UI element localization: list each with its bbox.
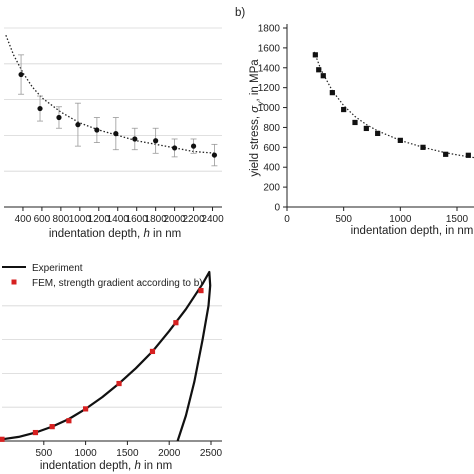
data-point <box>113 131 119 137</box>
y-axis-label-unit: , in MPa <box>249 59 261 102</box>
y-tick-label: 0 <box>274 203 280 214</box>
fem-data-point <box>198 287 204 294</box>
fit-curve <box>313 51 474 159</box>
x-axis-label-unit: in nm <box>442 225 473 237</box>
panel-label: b) <box>235 7 245 19</box>
data-point <box>132 136 138 142</box>
fem-data-point <box>83 406 89 412</box>
y-tick-label: 1000 <box>258 103 281 114</box>
x-tick-label: 2000 <box>163 214 186 225</box>
legend-fem-swatch <box>11 279 17 285</box>
y-tick-label: 1400 <box>258 63 281 74</box>
fem-data-point <box>173 320 179 326</box>
x-axis-label-variable: h <box>143 228 149 240</box>
x-tick-label: 2400 <box>201 214 224 225</box>
fem-data-point <box>66 418 72 424</box>
data-point <box>341 106 347 113</box>
x-tick-label: 0 <box>284 214 290 225</box>
data-point <box>153 138 159 144</box>
data-point <box>56 114 62 121</box>
fem-data-point <box>32 429 39 436</box>
y-tick-label: 600 <box>263 143 280 154</box>
y-axis-label-variable: σ <box>249 105 261 113</box>
y-tick-label: 800 <box>263 123 280 134</box>
x-tick-label: 600 <box>34 214 51 225</box>
data-point <box>312 52 318 58</box>
x-tick-label: 400 <box>15 214 32 225</box>
data-point <box>37 105 43 112</box>
x-axis-label-text: indentation depth, <box>40 460 135 472</box>
data-point <box>420 144 426 150</box>
legend-fem-label: FEM, strength gradient according to b) <box>32 278 203 289</box>
x-tick-label: 800 <box>53 214 70 225</box>
y-axis-label: yield stress, σy, in MPa <box>249 59 265 177</box>
x-axis-label-unit: in nm <box>141 460 172 472</box>
x-tick-label: 1000 <box>389 214 412 225</box>
panel-c-chart: 500 1000 1500 2000 2500 Experiment FEM, streng… <box>0 263 223 472</box>
x-tick-label: 1200 <box>88 214 111 225</box>
y-tick-label: 200 <box>263 183 280 194</box>
x-axis-label: indentation depth, in nm <box>351 225 474 237</box>
data-point <box>211 152 218 158</box>
y-tick-label: 1200 <box>258 83 281 94</box>
x-tick-label: 1000 <box>69 214 92 225</box>
data-point <box>397 137 403 143</box>
data-point <box>320 73 326 79</box>
x-tick-label: 1400 <box>107 214 130 225</box>
data-point <box>375 130 381 137</box>
fem-data-point <box>0 436 5 442</box>
y-axis-label-text: yield stress, <box>249 113 261 177</box>
data-point <box>94 127 100 133</box>
x-tick-label: 1500 <box>446 214 469 225</box>
data-point <box>352 119 358 126</box>
x-tick-label: 2200 <box>182 214 205 225</box>
x-tick-label: 2000 <box>158 448 181 459</box>
fem-data-point <box>149 348 156 355</box>
x-tick-label: 1500 <box>116 448 139 459</box>
x-tick-label: 1600 <box>126 214 149 225</box>
y-tick-label: 1800 <box>258 24 281 35</box>
y-tick-label: 400 <box>263 163 280 174</box>
x-axis-label-variable: h <box>134 460 140 472</box>
y-tick-label: 1600 <box>258 43 281 54</box>
data-point <box>363 125 369 132</box>
panel-b-chart: b) 0 200 400 600 800 1000 1200 1400 1600 1800 0 500 1… <box>235 7 474 237</box>
data-point <box>75 122 81 128</box>
data-point <box>18 71 24 78</box>
data-point <box>316 67 322 73</box>
data-point <box>329 90 335 96</box>
data-point <box>172 145 178 151</box>
panel-a-chart: 400 600 800 1000120014001600180020002200240… <box>4 27 224 240</box>
x-tick-label: 500 <box>35 448 52 459</box>
experiment-line <box>1 270 212 442</box>
x-axis-label: indentation depth, h in nm <box>49 228 181 240</box>
x-tick-label: 2500 <box>200 448 223 459</box>
x-axis-label: indentation depth, h in nm <box>40 460 172 472</box>
y-axis-label-subscript: y <box>255 101 265 107</box>
x-axis-label-text: indentation depth, <box>49 228 144 240</box>
x-axis-label-unit: in nm <box>150 228 181 240</box>
x-tick-label: 1000 <box>74 448 97 459</box>
legend-experiment-label: Experiment <box>32 263 83 274</box>
data-point <box>190 143 197 149</box>
data-point <box>465 152 471 158</box>
x-axis-label-text: indentation depth, <box>351 225 442 237</box>
fem-data-point <box>116 380 122 387</box>
fem-data-point <box>49 424 55 430</box>
x-tick-label: 1800 <box>145 214 168 225</box>
data-point <box>443 151 449 157</box>
x-tick-label: 500 <box>335 214 352 225</box>
